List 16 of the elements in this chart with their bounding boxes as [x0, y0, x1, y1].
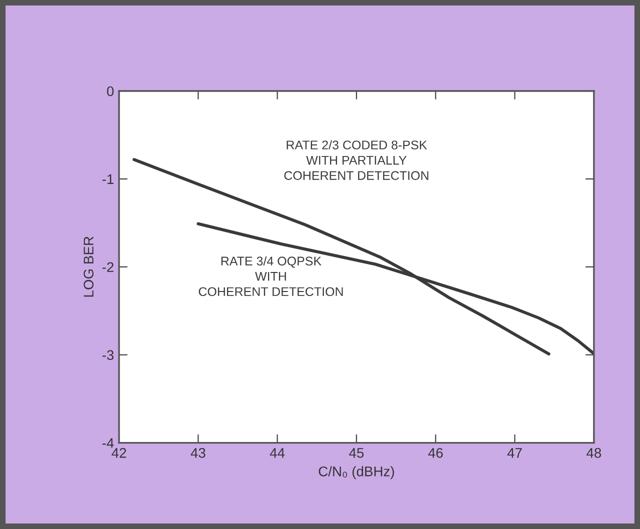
y-tick-label: -1 [102, 174, 114, 184]
x-tick-label: 42 [112, 448, 126, 458]
x-tick-label: 43 [190, 448, 206, 458]
text: RATE 2/3 CODED 8-PSK WITH PARTIALLY COHERENT DETECTION [284, 140, 428, 180]
x-tick-label: 44 [270, 448, 285, 458]
x-tick-label: 47 [507, 448, 522, 458]
y-tick-label: -4 [102, 438, 114, 448]
y-tick-label: 0 [107, 86, 114, 96]
x-tick-label: 46 [428, 448, 443, 458]
y-tick-label: -3 [102, 350, 114, 360]
y-axis-title: LOG BER [84, 236, 94, 297]
x-tick-label: 45 [349, 448, 364, 458]
y-tick-label: -2 [102, 262, 114, 272]
series-label: RATE 3/4 OQPSK WITH COHERENT DETECTION [198, 256, 343, 296]
x-axis-title: C/N₀ (dBHz) [318, 466, 394, 480]
x-tick-label: 48 [586, 448, 602, 458]
